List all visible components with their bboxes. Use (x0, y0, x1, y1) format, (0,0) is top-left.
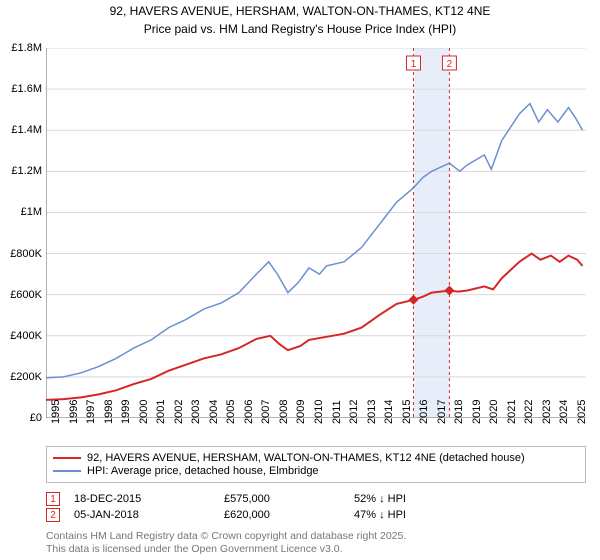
y-tick-label: £1.8M (11, 42, 42, 54)
y-tick-label: £1M (21, 206, 42, 218)
chart-title-line1: 92, HAVERS AVENUE, HERSHAM, WALTON-ON-TH… (0, 0, 600, 22)
x-tick-label: 2025 (576, 400, 588, 424)
event-delta: 52% ↓ HPI (354, 493, 406, 505)
x-tick-label: 2020 (488, 400, 500, 424)
event-row: 1 18-DEC-2015£575,00052% ↓ HPI (46, 492, 586, 506)
x-tick-label: 2006 (243, 400, 255, 424)
event-row: 2 05-JAN-2018£620,00047% ↓ HPI (46, 508, 586, 522)
event-delta: 47% ↓ HPI (354, 509, 406, 521)
x-tick-label: 2008 (278, 400, 290, 424)
x-tick-label: 2012 (348, 400, 360, 424)
x-tick-label: 2021 (506, 400, 518, 424)
x-tick-label: 2022 (523, 400, 535, 424)
events-table: 1 18-DEC-2015£575,00052% ↓ HPI 2 05-JAN-201… (46, 490, 586, 524)
x-tick-label: 1996 (68, 400, 80, 424)
x-tick-label: 2009 (295, 400, 307, 424)
y-tick-label: £200K (10, 371, 42, 383)
x-tick-label: 1998 (103, 400, 115, 424)
attribution-line2: This data is licensed under the Open Gov… (46, 543, 586, 556)
x-tick-label: 2000 (138, 400, 150, 424)
y-tick-label: £800K (10, 248, 42, 260)
svg-text:2: 2 (447, 59, 453, 70)
x-tick-label: 2001 (155, 400, 167, 424)
y-tick-label: £1.4M (11, 124, 42, 136)
x-tick-label: 2013 (366, 400, 378, 424)
plot-area: 12 (46, 48, 586, 418)
chart-container: 92, HAVERS AVENUE, HERSHAM, WALTON-ON-TH… (0, 0, 600, 560)
legend-label: HPI: Average price, detached house, Elmb… (87, 465, 319, 477)
x-tick-label: 2019 (471, 400, 483, 424)
x-tick-label: 2023 (541, 400, 553, 424)
chart-title-line2: Price paid vs. HM Land Registry's House … (0, 22, 600, 42)
y-tick-label: £0 (30, 412, 42, 424)
y-tick-label: £1.6M (11, 83, 42, 95)
x-tick-label: 2016 (418, 400, 430, 424)
x-tick-label: 2017 (436, 400, 448, 424)
legend-label: 92, HAVERS AVENUE, HERSHAM, WALTON-ON-TH… (87, 452, 525, 464)
x-tick-label: 2014 (383, 400, 395, 424)
x-tick-label: 1997 (85, 400, 97, 424)
svg-text:1: 1 (411, 59, 417, 70)
x-tick-label: 2015 (401, 400, 413, 424)
x-tick-label: 2018 (453, 400, 465, 424)
y-tick-label: £1.2M (11, 165, 42, 177)
x-tick-label: 2003 (190, 400, 202, 424)
legend-item: HPI: Average price, detached house, Elmb… (53, 465, 579, 477)
x-tick-label: 2002 (173, 400, 185, 424)
event-date: 18-DEC-2015 (74, 493, 224, 505)
event-marker: 2 (46, 508, 60, 522)
y-tick-label: £400K (10, 330, 42, 342)
legend-swatch (53, 470, 81, 472)
x-tick-label: 1995 (50, 400, 62, 424)
x-tick-label: 2011 (331, 400, 343, 424)
event-price: £620,000 (224, 509, 354, 521)
legend-swatch (53, 457, 81, 459)
event-price: £575,000 (224, 493, 354, 505)
y-tick-label: £600K (10, 289, 42, 301)
x-tick-label: 1999 (120, 400, 132, 424)
event-date: 05-JAN-2018 (74, 509, 224, 521)
x-tick-label: 2024 (558, 400, 570, 424)
event-marker: 1 (46, 492, 60, 506)
x-tick-label: 2004 (208, 400, 220, 424)
x-tick-label: 2005 (225, 400, 237, 424)
attribution-line1: Contains HM Land Registry data © Crown c… (46, 530, 586, 543)
x-tick-label: 2007 (260, 400, 272, 424)
legend-box: 92, HAVERS AVENUE, HERSHAM, WALTON-ON-TH… (46, 446, 586, 483)
x-tick-label: 2010 (313, 400, 325, 424)
legend-item: 92, HAVERS AVENUE, HERSHAM, WALTON-ON-TH… (53, 452, 579, 464)
attribution: Contains HM Land Registry data © Crown c… (46, 530, 586, 556)
